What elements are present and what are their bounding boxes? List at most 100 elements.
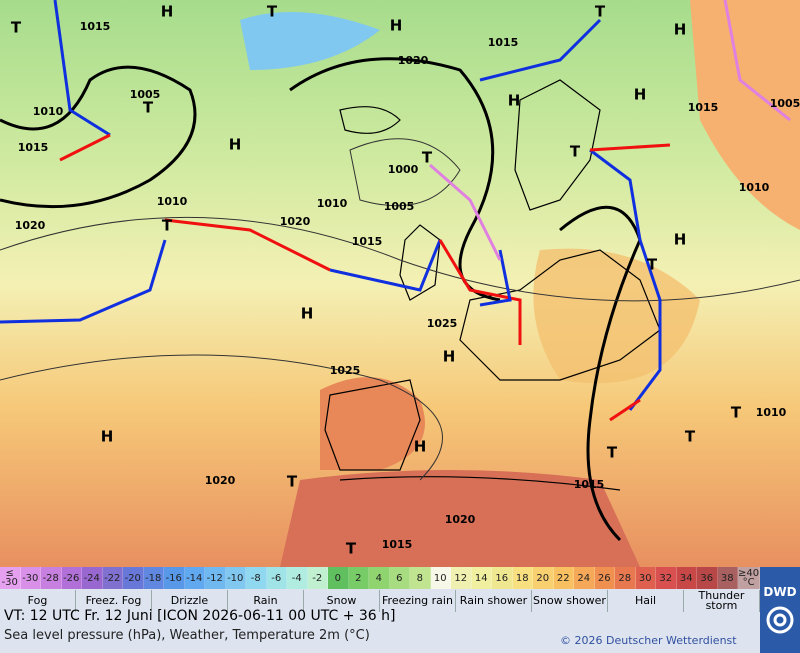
scale-cell: 20 [533,567,554,589]
scale-cell: ≤ -30 [0,567,21,589]
pressure-center: T [422,149,433,167]
scale-cell: 22 [553,567,574,589]
isobar-label: 1010 [756,406,787,419]
scale-cell: -30 [20,567,41,589]
isobars-thin [0,138,800,481]
pressure-center: T [287,473,298,491]
iberia [320,377,425,470]
cold-area [240,12,380,70]
pressure-center: T [731,404,742,422]
scale-cell: -16 [164,567,185,589]
isobar-label: 1010 [317,197,348,210]
pressure-center: H [161,3,174,21]
isobar-label: 1000 [388,163,419,176]
legend-entry: Hail [608,590,684,612]
scale-cell: -28 [41,567,62,589]
weather-legend: Fog Freez. Fog Drizzle Rain Snow Freezing rai… [0,590,760,612]
legend-entry: Thunder storm [684,590,760,612]
map-labels: 1015 1010 1015 1020 1005 1010 1020 1010 1000 1005… [11,3,800,558]
legend-entry: Drizzle [152,590,228,612]
legend-entry: Rain [228,590,304,612]
scale-cell: ≥40 °C [738,567,761,589]
scale-cell: 30 [635,567,656,589]
scale-cell: 26 [594,567,615,589]
map: 1015 1010 1015 1020 1005 1010 1020 1010 1000 1005… [0,0,800,567]
copyright: © 2026 Deutscher Wetterdienst [560,634,737,647]
scale-cell: 28 [615,567,636,589]
scale-cell: -20 [123,567,144,589]
isobar-label: 1010 [33,105,64,118]
scale-cell: 34 [676,567,697,589]
isobar-label: 1020 [205,474,236,487]
legend-entry: Snow shower [532,590,608,612]
scale-cell: -6 [266,567,287,589]
pressure-center: T [143,99,154,117]
isobar-label: 1015 [382,538,413,551]
isobar-label: 1005 [770,97,800,110]
pressure-center: T [647,256,658,274]
isobar-label: 1015 [488,36,519,49]
scale-cell: -22 [102,567,123,589]
isobar-label: 1020 [280,215,311,228]
legend-entry: Fog [0,590,76,612]
isobar-label: 1020 [15,219,46,232]
scale-cell: 0 [328,567,349,589]
isobar-label: 1005 [384,200,415,213]
isobar-label: 1015 [18,141,49,154]
scale-cell: -10 [225,567,246,589]
legend-entry: Snow [304,590,380,612]
isobar-label: 1010 [739,181,770,194]
isobar-label: 1015 [352,235,383,248]
warm-land [690,0,800,230]
scale-cell: -2 [307,567,328,589]
scale-cell: -18 [143,567,164,589]
isobar-label: 1025 [427,317,458,330]
scale-cell: -8 [246,567,267,589]
logo-text: DWD [763,585,797,599]
scale-cell: 6 [389,567,410,589]
legend-entry: Rain shower [456,590,532,612]
isobar-label: 1015 [688,101,719,114]
pressure-center: T [267,3,278,21]
pressure-center: T [346,540,357,558]
pressure-center: H [301,305,314,323]
isobars-bold [0,57,642,542]
description: Sea level pressure (hPa), Weather, Tempe… [4,628,370,643]
pressure-center: H [101,428,114,446]
fronts [0,0,791,422]
scale-cell: -26 [61,567,82,589]
pressure-center: T [607,444,618,462]
pressure-center: T [11,19,22,37]
scale-cell: 10 [430,567,451,589]
scale-cell: 4 [369,567,390,589]
pressure-center: H [674,231,687,249]
pressure-center: T [570,143,581,161]
valid-time: VT: 12 UTC Fr. 12 Juni [ICON 2026-06-11 … [4,608,396,624]
scale-cell: -4 [287,567,308,589]
logo-spiral [766,606,794,634]
dwd-logo: DWD [760,567,800,653]
isobar-label: 1010 [157,195,188,208]
pressure-center: H [390,17,403,35]
scale-cell: 18 [512,567,533,589]
scale-cell: 38 [717,567,738,589]
isobar-label: 1025 [330,364,361,377]
isobar-label: 1020 [398,54,429,67]
legend-entry: Freezing rain [380,590,456,612]
pressure-center: T [685,428,696,446]
pressure-center: T [162,217,173,235]
scale-cell: 14 [471,567,492,589]
scale-cell: -12 [205,567,226,589]
scale-cell: -24 [82,567,103,589]
isobar-label: 1015 [80,20,111,33]
scale-cell: 12 [451,567,472,589]
pressure-center: T [595,3,606,21]
scale-cell: 32 [656,567,677,589]
temperature-scale: ≤ -30 -30 -28 -26 -24 -22 -20 -18 -16 -14 -12 -10 -8… [0,567,761,589]
pressure-center: H [634,86,647,104]
scale-cell: 8 [410,567,431,589]
isobar-label: 1015 [574,478,605,491]
scale-cell: 24 [574,567,595,589]
pressure-center: H [443,348,456,366]
